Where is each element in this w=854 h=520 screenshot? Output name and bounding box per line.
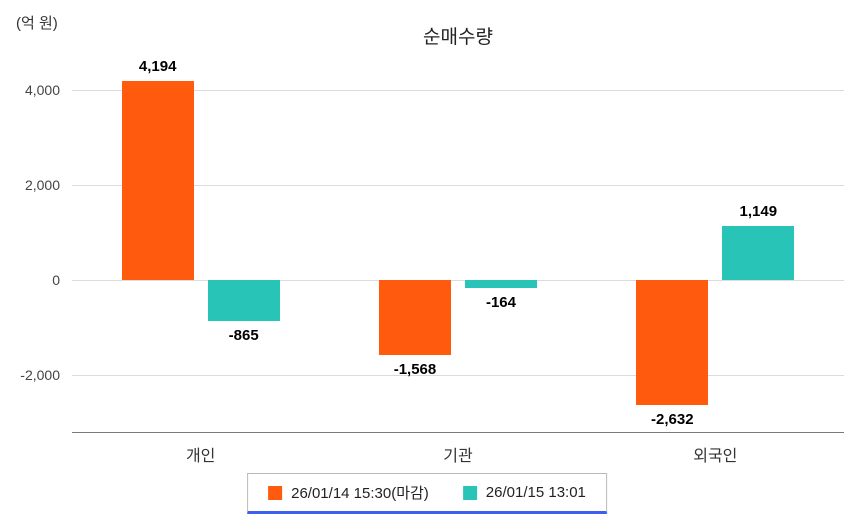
- bar-기관-series2: [464, 280, 537, 288]
- value-label: -164: [485, 293, 516, 311]
- y-tick-label: 4,000: [24, 82, 60, 99]
- bar-group-2: -1,568 -164: [329, 62, 586, 432]
- y-tick-label: 0: [52, 272, 60, 289]
- value-label: 1,149: [739, 202, 778, 220]
- bar-개인-series1: [121, 81, 194, 281]
- legend: 26/01/14 15:30(마감) 26/01/15 13:01: [247, 473, 607, 514]
- y-tick-label: -2,000: [20, 367, 60, 384]
- y-axis-unit-label: (억 원): [16, 15, 58, 32]
- bar-기관-series1: [378, 280, 451, 355]
- value-label: -1,568: [393, 360, 437, 378]
- gridline: [72, 185, 844, 187]
- x-axis-labels: 개인 기관 외국인: [72, 442, 844, 466]
- bar-group-3: -2,632 1,149: [587, 62, 844, 432]
- chart-title: 순매수량: [423, 27, 493, 48]
- value-label: -2,632: [651, 411, 694, 429]
- value-label: 4,194: [138, 58, 177, 76]
- value-label: -865: [228, 327, 259, 345]
- y-axis: 4,000 2,000 0 -2,000: [0, 62, 60, 432]
- y-tick-label: 2,000: [24, 177, 60, 194]
- bar-group-1: 4,194 -865: [72, 58, 329, 432]
- legend-label-series1: 26/01/14 15:30(마감): [291, 485, 429, 502]
- bar-외국인-series1: [636, 280, 709, 406]
- legend-label-series2: 26/01/15 13:01: [485, 484, 586, 501]
- legend-item-series2: 26/01/15 13:01: [462, 484, 586, 501]
- gridline: [72, 375, 844, 377]
- legend-item-series1: 26/01/14 15:30(마감): [268, 482, 429, 503]
- series1-color-swatch: [268, 485, 283, 500]
- gridline: [72, 90, 844, 92]
- category-label-2: 기관: [443, 448, 473, 465]
- category-label-1: 개인: [185, 448, 216, 465]
- bar-개인-series2: [207, 280, 280, 322]
- bar-외국인-series2: [722, 225, 795, 281]
- category-label-3: 외국인: [693, 448, 738, 465]
- series2-color-swatch: [462, 485, 477, 500]
- gridline: [72, 280, 844, 282]
- plot-area: 4,194 -865 -1,568 -164 -2,632 1,149: [72, 58, 844, 433]
